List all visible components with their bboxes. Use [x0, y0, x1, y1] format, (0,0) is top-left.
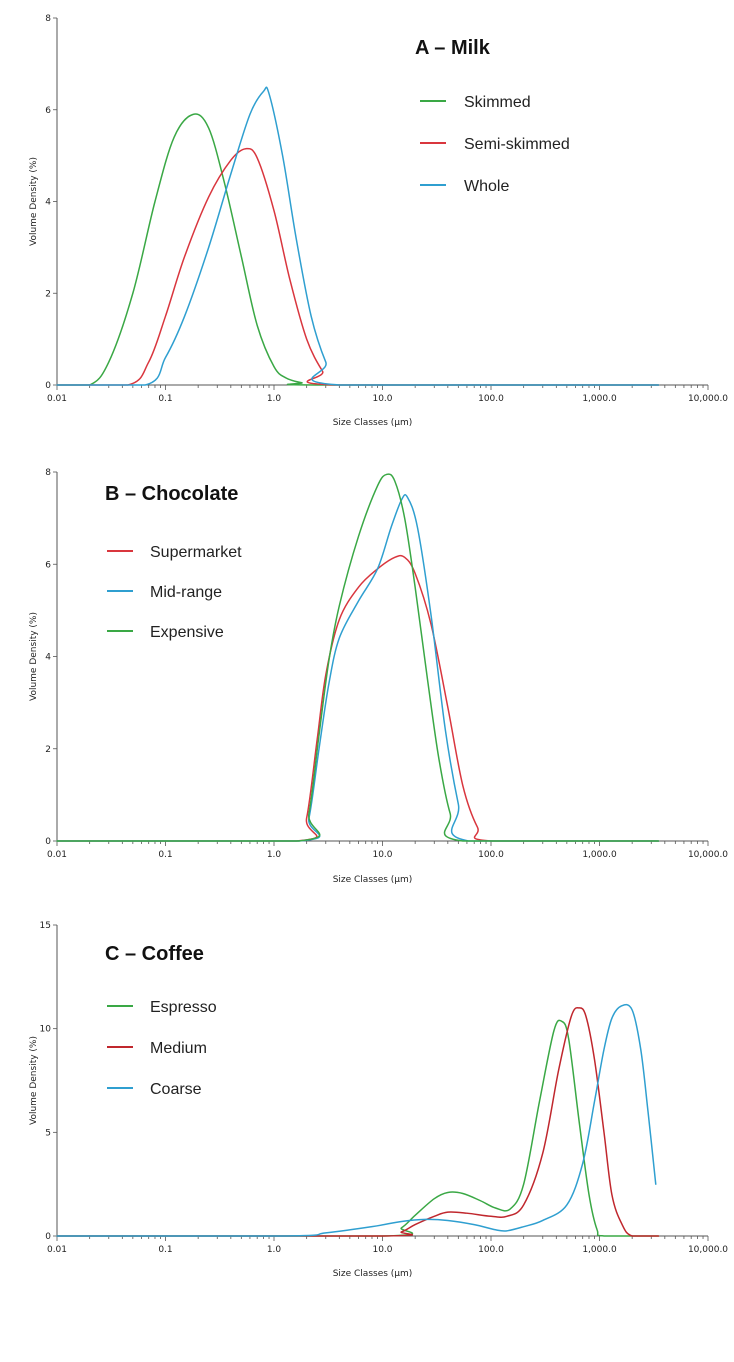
chart-panel-1: 0.01 0.1 1.0 10.0 100.0 1,000.0 10,000.0 0 2 4 6 8 S… — [29, 14, 728, 428]
x-tick-label: 1.0 — [267, 394, 282, 404]
chart-title: A – Milk — [415, 37, 491, 59]
series-line-skimmed — [56, 113, 660, 386]
series-line-expensive — [56, 473, 660, 842]
series-line-semi-skimmed — [56, 147, 660, 386]
x-tick-label: 1,000.0 — [582, 850, 617, 860]
y-tick-label: 8 — [45, 14, 51, 24]
y-tick-label: 2 — [45, 289, 51, 299]
y-tick-label: 6 — [45, 106, 51, 116]
x-axis-title: Size Classes (µm) — [333, 875, 413, 885]
x-tick-label: 0.1 — [158, 850, 172, 860]
y-tick-label: 2 — [45, 745, 51, 755]
y-tick-label: 10 — [40, 1025, 52, 1035]
x-tick-label: 10,000.0 — [688, 394, 728, 404]
series-line-mid-range — [56, 494, 660, 842]
y-axis-title: Volume Density (%) — [29, 612, 39, 701]
legend-label: Skimmed — [464, 94, 531, 111]
x-tick-label: 10.0 — [372, 1245, 392, 1255]
x-tick-label: 1,000.0 — [582, 394, 617, 404]
y-axis-title: Volume Density (%) — [29, 1036, 39, 1125]
x-tick-label: 1,000.0 — [582, 1245, 617, 1255]
legend-label: Whole — [464, 178, 509, 195]
x-axis-title: Size Classes (µm) — [333, 418, 413, 428]
x-tick-label: 0.01 — [47, 850, 67, 860]
y-axis-title: Volume Density (%) — [29, 157, 39, 246]
x-tick-label: 100.0 — [478, 850, 504, 860]
x-tick-label: 10,000.0 — [688, 850, 728, 860]
chart-title: B – Chocolate — [105, 483, 238, 505]
x-axis-title: Size Classes (µm) — [333, 1269, 413, 1279]
legend-label: Semi-skimmed — [464, 136, 570, 153]
legend-label: Expensive — [150, 624, 224, 641]
legend-label: Mid-range — [150, 584, 222, 601]
x-tick-label: 100.0 — [478, 394, 504, 404]
y-tick-label: 4 — [45, 653, 51, 663]
legend-label: Coarse — [150, 1081, 202, 1098]
y-tick-label: 4 — [45, 198, 51, 208]
x-tick-label: 10,000.0 — [688, 1245, 728, 1255]
x-tick-label: 0.1 — [158, 394, 172, 404]
series-line-espresso — [56, 1019, 660, 1237]
chart-title: C – Coffee — [105, 943, 204, 965]
x-tick-label: 10.0 — [372, 850, 392, 860]
x-tick-label: 0.01 — [47, 1245, 67, 1255]
chart-panel-2: 0.01 0.1 1.0 10.0 100.0 1,000.0 10,000.0 0 2 4 6 8 S… — [29, 468, 728, 885]
y-tick-label: 0 — [45, 1232, 51, 1242]
y-tick-label: 15 — [40, 921, 51, 931]
x-tick-label: 0.1 — [158, 1245, 172, 1255]
series-line-supermarket — [56, 554, 660, 842]
chart-panel-3: 0.01 0.1 1.0 10.0 100.0 1,000.0 10,000.0 0 5 10 15… — [29, 921, 728, 1279]
x-tick-label: 10.0 — [372, 394, 392, 404]
y-tick-label: 5 — [45, 1128, 51, 1138]
x-tick-label: 1.0 — [267, 1245, 282, 1255]
x-tick-label: 100.0 — [478, 1245, 504, 1255]
legend-label: Medium — [150, 1040, 207, 1057]
series-line-whole — [56, 86, 660, 386]
series-line-coarse — [56, 1003, 657, 1237]
x-tick-label: 0.01 — [47, 394, 67, 404]
y-tick-label: 0 — [45, 381, 51, 391]
x-tick-label: 1.0 — [267, 850, 282, 860]
series-line-medium — [56, 1007, 660, 1237]
legend-label: Supermarket — [150, 544, 242, 561]
y-tick-label: 6 — [45, 560, 51, 570]
y-tick-label: 0 — [45, 837, 51, 847]
legend-label: Espresso — [150, 999, 217, 1016]
y-tick-label: 8 — [45, 468, 51, 478]
